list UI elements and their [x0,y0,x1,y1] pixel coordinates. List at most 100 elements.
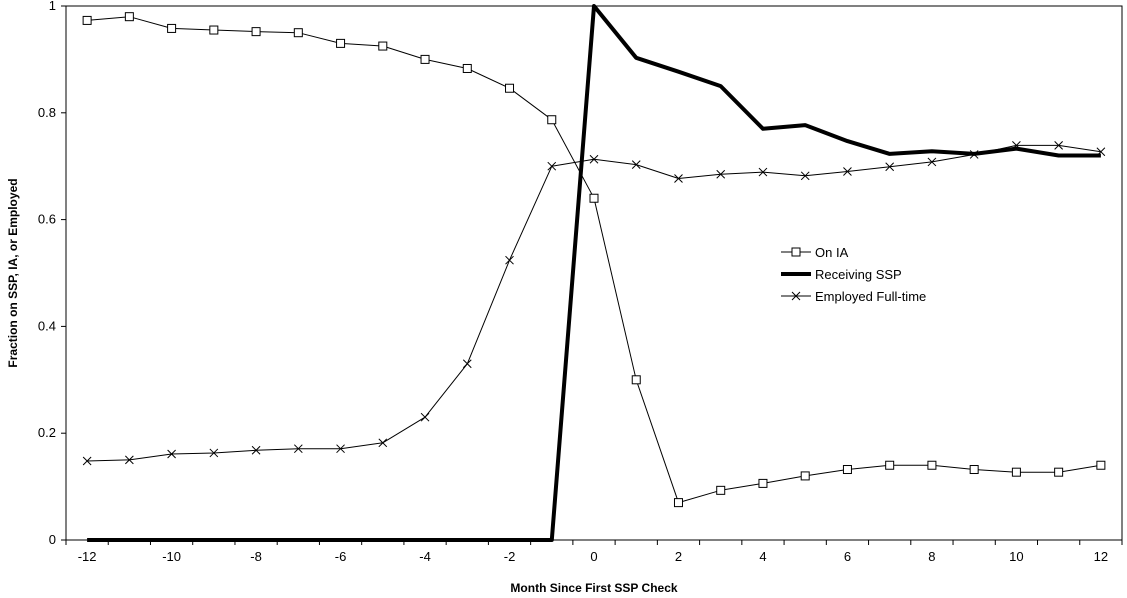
employed-full-time-point [1012,141,1021,150]
employed-full-time-point [505,255,514,265]
on-ia-point [420,54,430,64]
on-ia-point [716,485,726,495]
employed-full-time-point [378,438,388,448]
employed-full-time-point [674,174,683,183]
on-ia-point [758,478,768,488]
x-tick-label: -10 [162,549,181,564]
on-ia-point [842,465,852,475]
employed-full-time-point [800,171,810,181]
employed-full-time-line [87,144,1101,462]
on-ia-point [589,193,599,203]
employed-full-time-point [82,456,92,466]
x-marker-stroke [125,455,134,465]
on-ia-point [885,460,895,470]
on-ia-point [167,23,177,33]
x-marker-stroke [293,444,303,454]
on-ia-point [336,38,346,48]
x-marker-stroke [547,161,557,171]
x-marker-stroke [969,150,979,159]
on-ia-point [293,28,303,38]
chart-ticks: 0 0.2 0.4 0.6 0.8 1 -12 -10 -8 -6 -4 -2 0 2 4 6 8 10 12 [38,0,1123,564]
employed-full-time-point [1054,141,1063,150]
chart-axes [65,5,1123,541]
x-marker-stroke [716,169,726,179]
x-tick-label: 6 [844,549,851,564]
employed-full-time-point [843,167,852,176]
employed-full-time-point [589,154,599,164]
employed-full-time-point [885,162,895,172]
x-marker-stroke [167,449,176,459]
employed-full-time-point [209,448,219,458]
x-marker-stroke [843,167,852,176]
employed-full-time-point [336,444,345,454]
on-ia-point [378,41,388,51]
legend-marker [791,247,801,257]
x-marker-stroke [800,171,810,181]
plot-frame [65,5,1123,541]
y-tick-label: 0.8 [38,105,56,120]
series-receiving-ssp [87,4,1101,542]
x-tick-label: -2 [504,549,516,564]
receiving-ssp-line [87,4,1101,542]
on-ia-point [462,63,472,73]
employed-full-time-point [758,167,768,177]
legend-item-employed-full-time: Employed Full-time [781,289,926,304]
employed-full-time-point [167,449,176,459]
employed-full-time-point [251,445,261,455]
x-tick-label: 2 [675,549,682,564]
chart-legend: On IA Receiving SSP Employed Full-time [781,245,926,304]
x-marker-stroke [589,154,599,164]
y-tick-label: 0.4 [38,318,56,333]
y-tick-label: 0.6 [38,212,56,227]
x-marker-stroke [791,291,801,301]
y-tick-label: 0.2 [38,425,56,440]
on-ia-point [209,25,219,35]
x-tick-label: 12 [1094,549,1108,564]
x-marker-stroke [336,444,345,454]
x-marker-stroke [82,456,92,466]
legend-marker [791,291,801,301]
x-marker-stroke [631,160,641,169]
x-tick-label: -4 [419,549,431,564]
legend-item-receiving-ssp: Receiving SSP [781,267,902,282]
series-employed-full-time [82,141,1106,466]
x-marker-stroke [209,448,219,458]
x-marker-stroke [927,157,937,167]
x-tick-label: 0 [590,549,597,564]
on-ia-point [505,83,515,93]
x-tick-label: -12 [78,549,97,564]
x-marker-stroke [1096,147,1106,157]
on-ia-point [82,15,92,25]
series-on-ia [82,12,1106,508]
on-ia-line [87,16,1101,504]
on-ia-point [969,465,979,475]
x-marker-stroke [1054,141,1063,150]
employed-full-time-point [631,160,641,169]
y-axis-title: Fraction on SSP, IA, or Employed [6,178,20,367]
x-axis-title: Month Since First SSP Check [510,581,677,595]
x-marker-stroke [758,167,768,177]
legend-item-on-ia: On IA [781,245,849,260]
x-marker-stroke [251,445,261,455]
employed-full-time-point [462,359,472,369]
x-tick-label: 10 [1009,549,1023,564]
employed-full-time-point [969,150,979,159]
employed-full-time-point [293,444,303,454]
employed-full-time-point [420,412,430,422]
employed-full-time-point [927,157,937,167]
on-ia-point [1054,467,1064,477]
on-ia-point [251,27,261,37]
x-marker-stroke [420,412,430,422]
on-ia-point [800,471,810,481]
employed-full-time-point [716,169,726,179]
on-ia-point [1011,467,1021,477]
legend-label: Employed Full-time [815,289,926,304]
x-tick-label: 8 [928,549,935,564]
employed-full-time-point [125,455,134,465]
employed-full-time-point [1096,147,1106,157]
x-tick-label: -6 [335,549,347,564]
on-ia-point [631,375,641,385]
x-tick-label: -8 [250,549,262,564]
y-tick-label: 0 [49,532,56,547]
